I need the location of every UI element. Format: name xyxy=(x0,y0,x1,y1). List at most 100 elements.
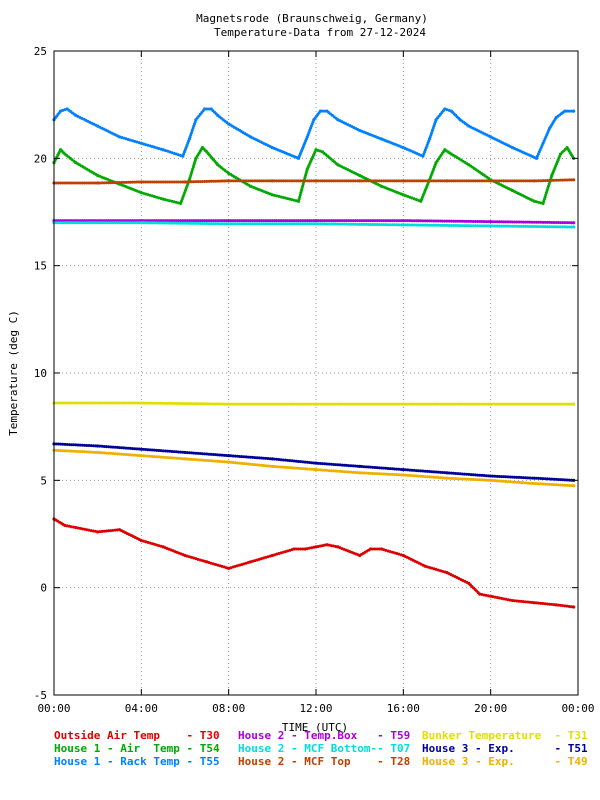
trace-dot xyxy=(323,219,327,223)
trace-dot xyxy=(355,471,359,475)
trace-dot xyxy=(128,221,132,225)
trace-dot xyxy=(91,450,95,454)
trace-dot xyxy=(137,537,141,541)
trace-dot xyxy=(181,219,185,223)
trace-dot xyxy=(148,219,152,223)
trace-dot xyxy=(179,450,183,454)
trace-dot xyxy=(438,470,442,474)
trace-dot xyxy=(54,181,58,185)
trace-dot xyxy=(545,477,549,481)
trace-dot xyxy=(425,475,429,479)
trace-dot xyxy=(233,402,237,406)
trace-dot xyxy=(288,219,292,223)
trace-dot xyxy=(275,179,279,183)
trace-dot xyxy=(533,155,537,159)
trace-dot xyxy=(549,176,553,180)
trace-dot xyxy=(196,402,200,406)
trace-dot xyxy=(207,459,211,463)
trace-dot xyxy=(115,181,119,185)
data-point xyxy=(270,457,274,461)
trace-dot xyxy=(528,600,532,604)
trace-dot xyxy=(443,179,447,183)
trace-dot xyxy=(214,402,218,406)
trace-dot xyxy=(312,219,316,223)
data-point xyxy=(489,478,493,482)
trace-dot xyxy=(316,461,320,465)
data-point xyxy=(532,601,536,605)
data-point xyxy=(358,471,362,475)
trace-dot xyxy=(299,547,303,551)
trace-dot xyxy=(172,456,176,460)
trace-dot xyxy=(508,598,512,602)
trace-dot xyxy=(408,219,412,223)
trace-dot xyxy=(375,402,379,406)
trace-dot xyxy=(495,220,499,224)
trace-dot xyxy=(390,179,394,183)
trace-dot xyxy=(504,402,508,406)
trace-dot xyxy=(61,221,65,225)
trace-dot xyxy=(517,480,521,484)
trace-dot xyxy=(168,449,172,453)
trace-dot xyxy=(133,453,137,457)
trace-dot xyxy=(150,180,154,184)
trace-dot xyxy=(181,450,185,454)
trace-dot xyxy=(545,602,549,606)
trace-dot xyxy=(301,219,305,223)
trace-dot xyxy=(563,604,567,608)
trace-dot xyxy=(399,473,403,477)
trace-dot xyxy=(382,179,386,183)
trace-dot xyxy=(126,453,130,457)
trace-dot xyxy=(375,219,379,223)
trace-dot xyxy=(297,466,301,470)
trace-dot xyxy=(313,150,317,154)
trace-dot xyxy=(233,219,237,223)
trace-dot xyxy=(111,452,115,456)
trace-dot xyxy=(190,221,194,225)
trace-dot xyxy=(465,123,469,127)
trace-dot xyxy=(452,471,456,475)
y-tick-label: 20 xyxy=(34,152,47,165)
trace-dot xyxy=(338,222,342,226)
trace-dot xyxy=(176,450,180,454)
trace-dot xyxy=(220,402,224,406)
trace-dot xyxy=(390,219,394,223)
trace-dot xyxy=(181,553,185,557)
trace-dot xyxy=(67,221,71,225)
trace-dot xyxy=(233,454,237,458)
trace-dot xyxy=(128,219,132,223)
trace-dot xyxy=(312,461,316,465)
data-point xyxy=(572,225,576,229)
trace-dot xyxy=(543,402,547,406)
trace-dot xyxy=(200,452,204,456)
trace-dot xyxy=(76,443,80,447)
trace-dot xyxy=(174,450,178,454)
trace-dot xyxy=(63,221,67,225)
trace-dot xyxy=(93,221,97,225)
trace-dot xyxy=(476,224,480,228)
trace-dot xyxy=(513,599,517,603)
trace-dot xyxy=(131,219,135,223)
trace-dot xyxy=(203,559,207,563)
trace-dot xyxy=(423,223,427,227)
trace-dot xyxy=(519,402,523,406)
trace-dot xyxy=(104,401,108,405)
trace-dot xyxy=(307,179,311,183)
data-point xyxy=(314,461,318,465)
trace-dot xyxy=(567,178,571,182)
trace-dot xyxy=(275,457,279,461)
trace-dot xyxy=(214,179,218,183)
trace-dot xyxy=(524,402,528,406)
trace-dot xyxy=(172,450,176,454)
trace-dot xyxy=(131,453,135,457)
trace-dot xyxy=(524,481,528,485)
trace-dot xyxy=(425,179,429,183)
trace-dot xyxy=(63,219,67,223)
trace-dot xyxy=(369,402,373,406)
trace-dot xyxy=(552,178,556,182)
trace-dot xyxy=(89,221,93,225)
trace-dot xyxy=(323,179,327,183)
trace-dot xyxy=(515,599,519,603)
trace-dot xyxy=(295,156,299,160)
trace-dot xyxy=(550,225,554,229)
